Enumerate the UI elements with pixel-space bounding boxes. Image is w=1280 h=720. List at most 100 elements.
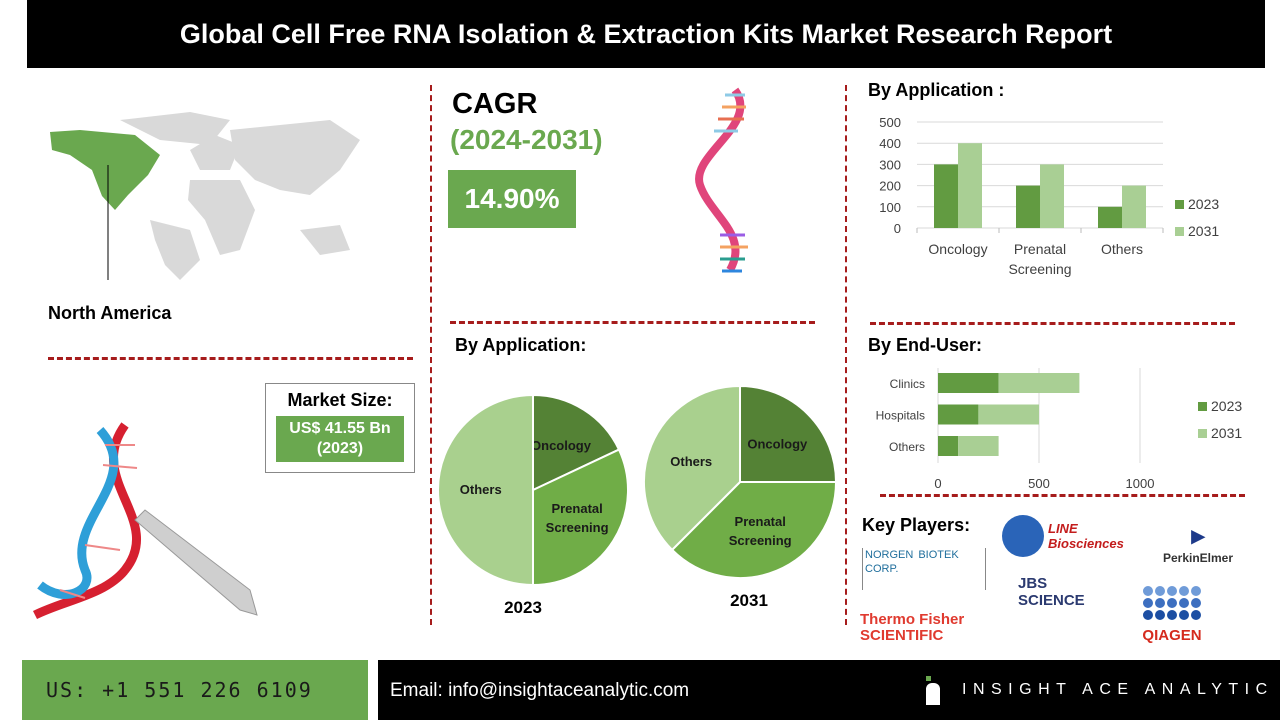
pie-label-line: Oncology (747, 437, 808, 452)
x-tick-label: 0 (934, 476, 941, 491)
pie-year-label: 2023 (504, 598, 542, 617)
qiagen-logo: QIAGEN (1142, 586, 1202, 644)
pie-label-line: Oncology (531, 438, 592, 453)
x-tick-label-line: Prenatal (1014, 241, 1066, 257)
pie-section-title: By Application: (455, 335, 587, 355)
australia-shape (300, 225, 350, 255)
y-tick-label: 400 (879, 136, 901, 151)
pie-label-line: Others (670, 454, 712, 469)
dna-pipette-illustration (32, 422, 258, 620)
legend-swatch (1175, 227, 1184, 236)
x-tick-label-line: Others (1101, 241, 1143, 257)
bar-2023 (938, 404, 979, 425)
application-pie-charts: Oncology Prenatal Screening Others 2023 Oncol… (437, 384, 838, 617)
footer-phone[interactable]: US: +1 551 226 6109 (22, 660, 368, 720)
market-size-value-box: US$ 41.55 Bn (2023) (276, 416, 404, 462)
pie-label-line: Others (460, 482, 502, 497)
enduser-bar-chart: 0 500 1000 Clinics Hospitals Others 2023 2031 (876, 368, 1242, 491)
bar-2023 (1098, 206, 1122, 228)
application-bar-chart: 0 100 200 300 400 500 Oncology Prenatal Screenin… (879, 115, 1219, 277)
bar-section-title: By Application : (868, 80, 1005, 100)
asia-shape (230, 120, 360, 195)
pie-slice-others (437, 393, 534, 587)
y-tick-label: Clinics (890, 377, 925, 391)
bar-2031 (978, 404, 1039, 425)
x-tick-label: Prenatal Screening (1008, 241, 1071, 277)
north-america-shape (50, 130, 160, 210)
bar-2023 (1016, 185, 1040, 228)
pie-year-label: 2031 (730, 591, 768, 610)
market-size-year: (2023) (316, 440, 364, 457)
pie-label-line: Prenatal (735, 514, 786, 529)
bar-2031 (958, 436, 999, 456)
pie-slice-others (643, 384, 741, 552)
bar-2023 (938, 373, 999, 393)
footer-bar: Email: info@insightaceanalytic.com INSIG… (378, 660, 1280, 720)
market-size-label: Market Size: (287, 390, 393, 410)
market-size-box: Market Size: US$ 41.55 Bn (2023) (265, 383, 415, 473)
pie-label: Others (670, 454, 712, 469)
legend-swatch (1198, 429, 1207, 438)
y-tick-label: 200 (879, 179, 901, 194)
market-size-value: US$ 41.55 Bn (289, 420, 391, 437)
bar-2031 (958, 143, 982, 228)
perkinelmer-logo: ▸ PerkinElmer (1162, 520, 1234, 565)
pie-label-line: Screening (729, 533, 792, 548)
pie-label: Others (460, 482, 502, 497)
legend-label: 2031 (1211, 425, 1242, 441)
legend-label: 2031 (1188, 223, 1219, 239)
pie-slice-oncology (739, 384, 838, 483)
y-tick-label: 0 (894, 221, 901, 236)
divider-vertical (845, 85, 847, 625)
y-tick-label: 300 (879, 157, 901, 172)
y-tick-label: Others (889, 440, 925, 454)
footer-email[interactable]: Email: info@insightaceanalytic.com (390, 680, 690, 701)
pie-slice-prenatal-screening (532, 448, 629, 587)
divider (450, 321, 815, 324)
dna-helix-icon (695, 87, 748, 273)
x-tick-label: Oncology (928, 241, 987, 257)
bar-2031 (998, 373, 1080, 393)
cagr-label: CAGR (452, 88, 538, 120)
insight-ace-logo-icon (926, 676, 940, 706)
norgen-logo: NORGEN BIOTEK CORP. (862, 548, 986, 590)
divider (870, 322, 1235, 325)
key-players-title: Key Players: (862, 515, 971, 535)
x-tick-label-line: Screening (1008, 261, 1071, 277)
x-tick-label-line: Oncology (928, 241, 987, 257)
south-america-shape (150, 220, 200, 280)
x-tick-label: 1000 (1126, 476, 1155, 491)
legend-label: 2023 (1188, 196, 1219, 212)
greenland-shape (120, 112, 230, 145)
pie-label-line: Screening (546, 520, 609, 535)
europe-shape (190, 135, 240, 170)
bar-2031 (1040, 164, 1064, 228)
thermo-fisher-logo: Thermo Fisher SCIENTIFIC (860, 611, 965, 644)
divider-vertical (430, 85, 432, 625)
svg-text:QIAGEN: QIAGEN (1142, 627, 1201, 644)
line-biosciences-logo: LINE Biosciences (1002, 515, 1124, 557)
jbs-science-logo: JBS SCIENCE (1018, 575, 1085, 609)
divider (880, 494, 1245, 497)
pie-label-line: Prenatal (551, 501, 602, 516)
legend-swatch (1198, 402, 1207, 411)
pie-slice-prenatal-screening (670, 481, 838, 579)
report-title: Global Cell Free RNA Isolation & Extract… (27, 0, 1265, 68)
pie-label: Prenatal Screening (729, 514, 792, 548)
cagr-value: 14.90% (448, 170, 576, 228)
pie-label: Prenatal Screening (546, 501, 609, 535)
legend-swatch (1175, 200, 1184, 209)
region-label: North America (48, 303, 172, 323)
bar-2031 (1122, 185, 1146, 228)
enduser-section-title: By End-User: (868, 335, 983, 355)
world-map (50, 112, 360, 280)
y-tick-label: 100 (879, 200, 901, 215)
cagr-period: (2024-2031) (450, 124, 603, 155)
bar-2023 (938, 436, 959, 456)
footer-brand: INSIGHT ACE ANALYTIC (962, 681, 1274, 698)
africa-shape (188, 180, 255, 255)
divider (48, 357, 413, 360)
x-tick-label: 500 (1028, 476, 1050, 491)
y-tick-label: 500 (879, 115, 901, 130)
y-tick-label: Hospitals (876, 409, 925, 423)
